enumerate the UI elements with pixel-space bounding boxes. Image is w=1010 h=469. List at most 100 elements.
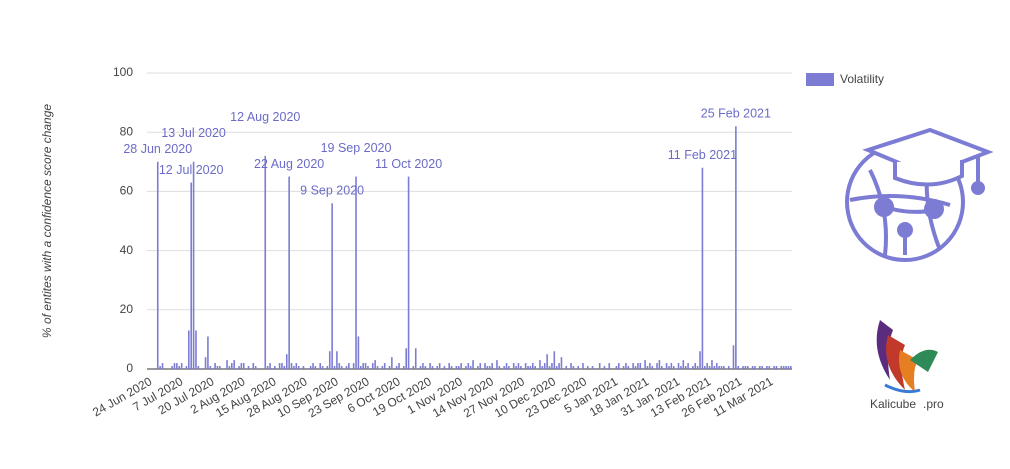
bar [176, 363, 178, 369]
bar [558, 363, 560, 369]
bar [517, 363, 520, 369]
bar [180, 363, 183, 369]
bar [646, 366, 649, 369]
bar [424, 366, 427, 369]
graduation-logo [845, 127, 994, 262]
bar [360, 366, 362, 369]
bar [283, 366, 286, 369]
annotation: 11 Oct 2020 [375, 157, 442, 171]
bar [532, 363, 534, 369]
bar [534, 366, 536, 369]
bar [711, 360, 713, 369]
bar [429, 363, 431, 369]
bar [336, 351, 338, 369]
bar [226, 360, 228, 369]
bar [443, 366, 446, 369]
bar [639, 363, 642, 369]
bar [560, 357, 563, 369]
bar [565, 366, 568, 369]
bar [692, 366, 694, 369]
bar [460, 363, 462, 369]
bar [469, 366, 472, 369]
bar [195, 330, 197, 369]
bar [295, 363, 298, 369]
bar [747, 366, 749, 369]
bar [529, 366, 532, 369]
bar [737, 366, 740, 369]
bar [591, 366, 594, 369]
bar [503, 366, 505, 369]
kalicube-logo: Kalicube .pro [870, 320, 944, 411]
bar [543, 363, 546, 369]
bar [622, 366, 625, 369]
bar [496, 360, 498, 369]
y-tick-label: 100 [113, 65, 133, 79]
bar [582, 363, 584, 369]
bar [477, 366, 479, 369]
bar [438, 363, 441, 369]
bar [539, 360, 541, 369]
bar [188, 330, 190, 369]
bar [214, 363, 216, 369]
bar [732, 345, 735, 369]
y-axis-label: % of entites with a confidence score cha… [40, 104, 54, 338]
bar [555, 366, 558, 369]
bar [436, 366, 439, 369]
legend-label: Volatility [840, 72, 884, 86]
bar [314, 366, 317, 369]
bar [658, 360, 661, 369]
bar [754, 366, 756, 369]
bar [706, 363, 708, 369]
bar [742, 366, 744, 369]
bar [505, 363, 508, 369]
bar [677, 363, 680, 369]
bar [665, 363, 668, 369]
bar [422, 363, 424, 369]
bar [345, 366, 348, 369]
bar [618, 363, 620, 369]
bar [489, 366, 491, 369]
bar [247, 366, 250, 369]
bar [577, 366, 579, 369]
annotation: 9 Sep 2020 [300, 184, 364, 198]
annotation: 25 Feb 2021 [701, 107, 771, 121]
bar [388, 366, 391, 369]
bar [414, 348, 417, 369]
bar [364, 363, 367, 369]
bar [790, 366, 792, 369]
bar [625, 363, 627, 369]
bar [238, 366, 240, 369]
bar [634, 366, 637, 369]
bar [240, 363, 243, 369]
bar [395, 366, 398, 369]
bar [524, 363, 527, 369]
bar [649, 363, 651, 369]
bar [508, 366, 510, 369]
bar [637, 363, 639, 369]
bar [348, 363, 350, 369]
bar [264, 155, 267, 369]
bar [780, 366, 783, 369]
bar [715, 363, 718, 369]
bar [615, 366, 618, 369]
bar [431, 366, 434, 369]
y-tick-label: 40 [120, 243, 134, 257]
bar [785, 366, 787, 369]
logo-name: Kalicube [870, 397, 916, 411]
bar [661, 366, 663, 369]
bar [448, 363, 450, 369]
bar [457, 366, 460, 369]
bar [598, 363, 601, 369]
y-tick-label: 20 [120, 302, 134, 316]
bar [491, 363, 493, 369]
annotation: 13 Jul 2020 [161, 126, 226, 140]
bar [546, 354, 548, 369]
annotation: 11 Feb 2021 [668, 148, 737, 162]
bar [467, 363, 470, 369]
bar [632, 363, 634, 369]
bar [190, 182, 192, 369]
bar [603, 366, 606, 369]
bar [668, 366, 670, 369]
bar [391, 357, 393, 369]
